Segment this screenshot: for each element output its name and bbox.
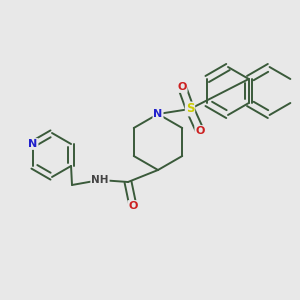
Text: N: N: [153, 109, 163, 119]
Text: N: N: [28, 139, 38, 149]
Text: O: O: [195, 126, 205, 136]
Text: O: O: [177, 82, 187, 92]
Text: O: O: [128, 201, 138, 211]
Text: S: S: [186, 103, 194, 116]
Text: NH: NH: [91, 175, 109, 185]
